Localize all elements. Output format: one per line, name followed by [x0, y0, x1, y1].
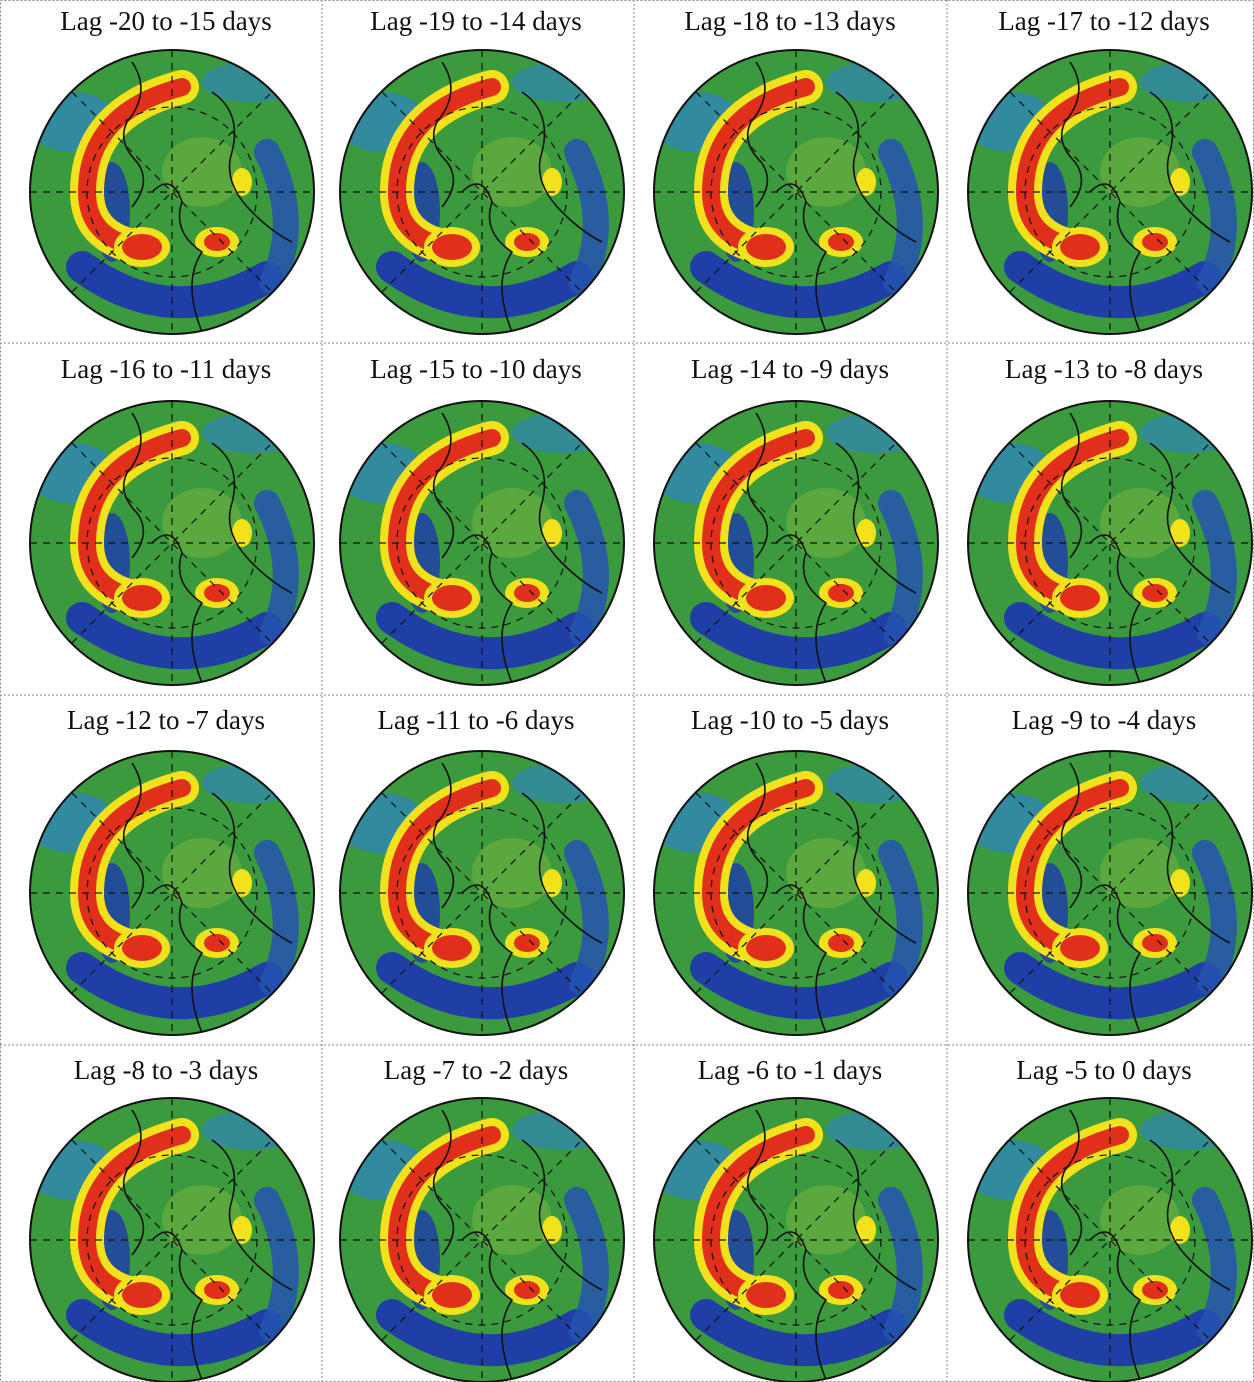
map-panel: Lag -16 to -11 days	[22, 354, 322, 693]
map-panel: Lag -15 to -10 days	[332, 354, 632, 693]
map-panel: Lag -6 to -1 days	[646, 1055, 946, 1382]
map-panel: Lag -12 to -7 days	[22, 705, 322, 1043]
map-panel: Lag -20 to -15 days	[22, 6, 322, 342]
polar-map	[332, 1090, 632, 1382]
map-panel: Lag -5 to 0 days	[960, 1055, 1254, 1382]
map-panel: Lag -18 to -13 days	[646, 6, 946, 342]
panel-title: Lag -20 to -15 days	[60, 6, 271, 36]
map-panel: Lag -7 to -2 days	[332, 1055, 632, 1382]
panel-title: Lag -9 to -4 days	[1012, 705, 1196, 735]
map-panel: Lag -14 to -9 days	[646, 354, 946, 693]
polar-map	[332, 42, 632, 342]
polar-map	[22, 393, 322, 693]
polar-map	[332, 393, 632, 693]
map-panel: Lag -10 to -5 days	[646, 705, 946, 1043]
map-panel: Lag -17 to -12 days	[960, 6, 1254, 342]
figure: Lag -20 to -15 days Lag -19 to -14 days La…	[0, 0, 1254, 1382]
polar-map	[960, 393, 1254, 693]
map-panel: Lag -19 to -14 days	[332, 6, 632, 342]
polar-map	[646, 1090, 946, 1382]
panel-title: Lag -12 to -7 days	[67, 705, 265, 735]
map-panel: Lag -11 to -6 days	[332, 705, 632, 1043]
polar-map	[332, 743, 632, 1043]
polar-map	[960, 42, 1254, 342]
panel-title: Lag -17 to -12 days	[998, 6, 1209, 36]
panel-title: Lag -14 to -9 days	[691, 354, 889, 384]
polar-map	[22, 1090, 322, 1382]
panel-title: Lag -16 to -11 days	[61, 354, 271, 384]
panel-title: Lag -7 to -2 days	[384, 1055, 568, 1085]
polar-map	[646, 393, 946, 693]
panel-title: Lag -11 to -6 days	[378, 705, 575, 735]
panel-title: Lag -15 to -10 days	[370, 354, 581, 384]
polar-map	[22, 42, 322, 342]
map-panel: Lag -13 to -8 days	[960, 354, 1254, 693]
panel-title: Lag -5 to 0 days	[1016, 1055, 1191, 1085]
panel-title: Lag -19 to -14 days	[370, 6, 581, 36]
panel-title: Lag -10 to -5 days	[691, 705, 889, 735]
map-panel: Lag -9 to -4 days	[960, 705, 1254, 1043]
polar-map	[646, 42, 946, 342]
panel-title: Lag -13 to -8 days	[1005, 354, 1203, 384]
polar-map	[22, 743, 322, 1043]
polar-map	[646, 743, 946, 1043]
polar-map	[960, 1090, 1254, 1382]
panel-title: Lag -8 to -3 days	[74, 1055, 258, 1085]
polar-map	[960, 743, 1254, 1043]
panel-title: Lag -6 to -1 days	[698, 1055, 882, 1085]
map-panel: Lag -8 to -3 days	[22, 1055, 322, 1382]
panel-title: Lag -18 to -13 days	[684, 6, 895, 36]
